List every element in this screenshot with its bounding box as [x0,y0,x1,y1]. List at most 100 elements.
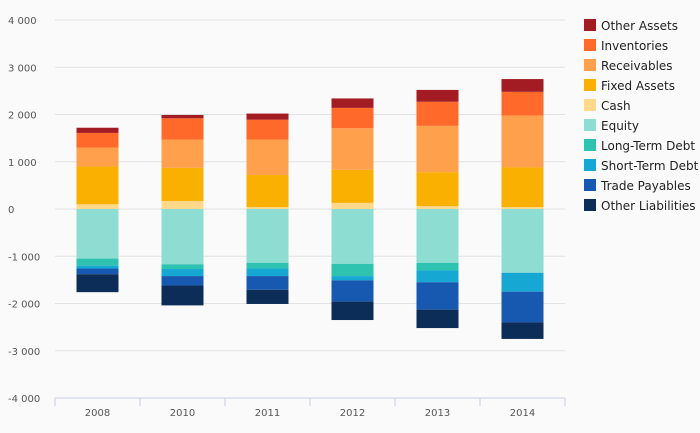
bar-segment [331,128,374,170]
bar-segment [246,268,289,277]
y-tick-label: 0 [8,205,14,216]
y-tick-label: 4 000 [8,16,37,27]
x-tick-label: 2013 [425,408,450,419]
bar-segment [331,169,374,203]
bar-segment [246,276,289,290]
bar-segment [416,282,459,310]
legend-swatch [584,59,596,71]
x-tick-label: 2010 [170,408,195,419]
legend-label: Inventories [601,39,668,53]
bar-segment [501,291,544,323]
bar-segment [76,268,119,275]
y-tick-label: -2 000 [8,300,40,311]
bar-segment [161,269,204,277]
bar-segment [76,127,119,133]
bar-segment [331,209,374,264]
bar-segment [246,119,289,140]
bar-segment [501,322,544,339]
legend-label: Other Assets [601,19,678,33]
legend-swatch [584,39,596,51]
bar-segment [501,115,544,168]
bar-segment [161,264,204,270]
legend-label: Trade Payables [600,179,691,193]
x-tick-label: 2008 [85,408,110,419]
legend-label: Short-Term Debt [601,159,699,173]
y-tick-label: 1 000 [8,158,37,169]
bar-segment [161,118,204,140]
bar-segment [501,207,544,209]
bar-segment [501,272,544,292]
legend-swatch [584,139,596,151]
legend-label: Receivables [601,59,673,73]
legend-label: Cash [601,99,631,113]
bars [76,79,544,339]
y-tick-label: -3 000 [8,347,40,358]
bar-segment [246,209,289,263]
bar-segment [416,209,459,263]
legend-swatch [584,99,596,111]
legend-swatch [584,199,596,211]
x-axis: 2008 2010 2011 2012 2013 2014 [54,397,566,419]
legend-swatch [584,19,596,31]
bar-segment [161,200,204,209]
bar-segment [416,309,459,329]
bar-segment [76,147,119,167]
legend: Other Assets Inventories Receivables Fixed … [584,19,699,213]
bar-segment [416,206,459,209]
bar-segment [331,202,374,209]
y-axis: 4 000 3 000 2 000 1 000 0 -1 000 -2 000 -3 000 -… [8,16,40,405]
x-tick-label: 2011 [255,408,280,419]
legend-label: Equity [601,119,639,133]
bar-segment [331,107,374,129]
bar-segment [416,89,459,102]
bar-segment [246,174,289,208]
bar-segment [76,166,119,205]
y-tick-label: -4 000 [8,394,40,405]
bar-segment [501,167,544,208]
legend-label: Other Liabilities [601,199,696,213]
legend-swatch [584,159,596,171]
x-tick-label: 2014 [510,408,535,419]
x-tick-label: 2012 [340,408,365,419]
bar-segment [416,125,459,173]
bar-segment [161,167,204,201]
bar-segment [331,301,374,321]
bar-segment [331,280,374,302]
bar-segment [246,113,289,120]
bar-segment [416,172,459,207]
y-tick-label: 2 000 [8,111,37,122]
bar-segment [76,274,119,293]
bar-segment [76,204,119,209]
bar-segment [501,209,544,273]
bar-segment [246,207,289,209]
legend-swatch [584,79,596,91]
legend-swatch [584,119,596,131]
bar-segment [331,98,374,108]
bar-segment [246,262,289,269]
bar-segment [76,265,119,269]
legend-swatch [584,179,596,191]
bar-segment [416,262,459,271]
bar-segment [246,139,289,175]
bar-segment [76,258,119,266]
bar-segment [161,114,204,119]
legend-label: Fixed Assets [601,79,675,93]
y-tick-label: -1 000 [8,252,40,263]
bar-segment [416,101,459,126]
bar-segment [331,263,374,277]
bar-segment [161,209,204,265]
bar-segment [416,270,459,283]
bar-segment [501,91,544,116]
bar-segment [161,139,204,168]
bar-segment [161,285,204,306]
bar-segment [501,79,544,92]
bar-segment [161,276,204,286]
bar-segment [76,132,119,148]
y-tick-label: 3 000 [8,63,37,74]
bar-segment [246,289,289,304]
grid-lines [55,19,565,352]
bar-segment [331,276,374,281]
bar-segment [76,209,119,259]
